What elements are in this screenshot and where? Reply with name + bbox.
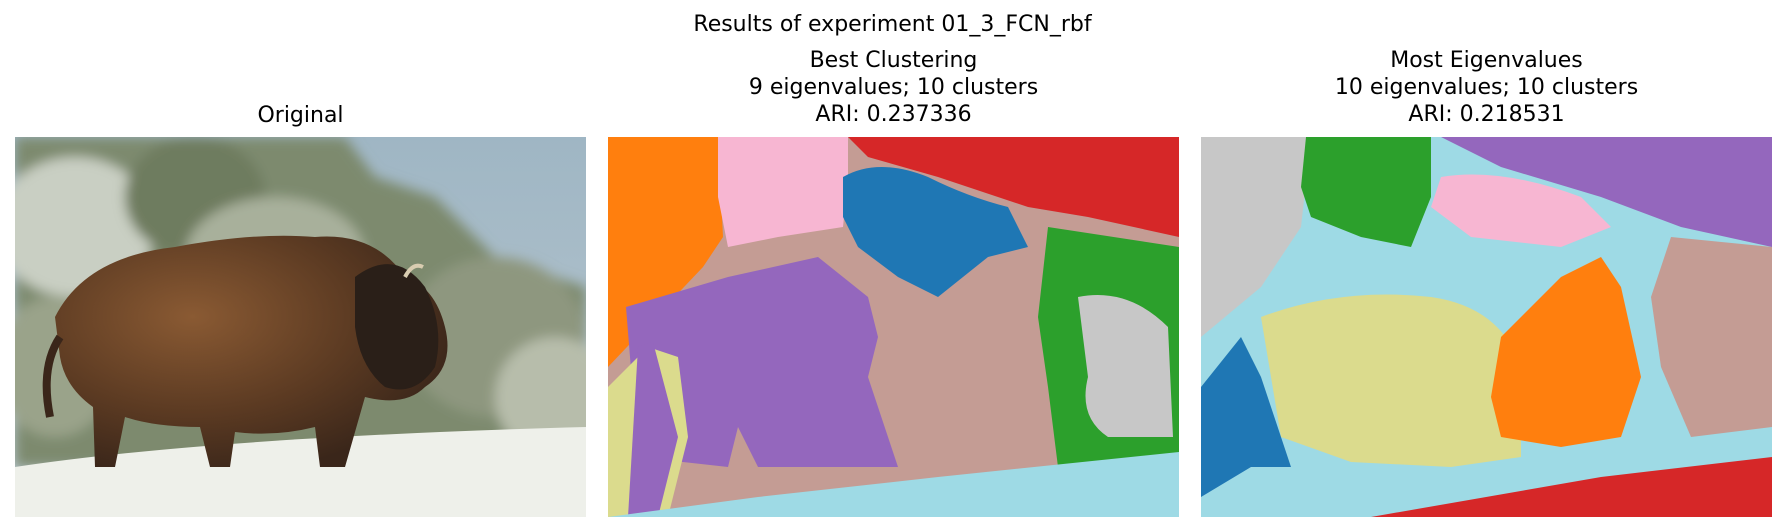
original-photo [15, 137, 586, 517]
panel-title-line: 10 eigenvalues; 10 clusters [1334, 75, 1639, 100]
panel-title-line: Original [257, 103, 344, 128]
most-eigenvalues-segmentation [1201, 137, 1772, 517]
bison-photo-illustration [15, 137, 586, 517]
panel-title-line: ARI: 0.218531 [1408, 102, 1565, 127]
best-clustering-segmentation [608, 137, 1179, 517]
figure-suptitle: Results of experiment 01_3_FCN_rbf [693, 12, 1092, 37]
panel-title-line: Most Eigenvalues [1390, 48, 1583, 73]
panel-title-original: Original [15, 102, 586, 129]
segmentation-map-most [1201, 137, 1772, 517]
panel-title-most-eigenvalues: Most Eigenvalues 10 eigenvalues; 10 clus… [1201, 47, 1772, 128]
panel-title-best-clustering: Best Clustering 9 eigenvalues; 10 cluste… [608, 47, 1179, 128]
panel-title-line: 9 eigenvalues; 10 clusters [748, 75, 1039, 100]
panel-title-line: ARI: 0.237336 [815, 102, 972, 127]
panel-title-line: Best Clustering [809, 48, 978, 73]
segmentation-map-best [608, 137, 1179, 517]
